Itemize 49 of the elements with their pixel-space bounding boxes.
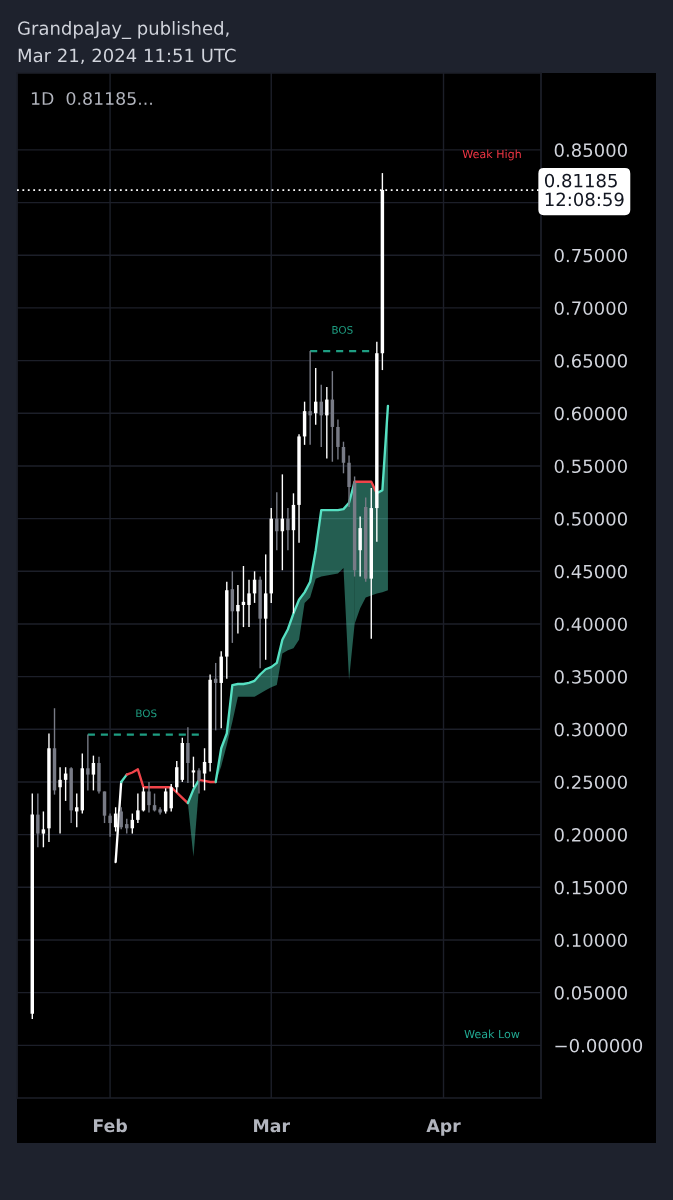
candlestick [336,418,340,461]
candlestick [325,386,329,460]
y-tick-label: 0.55000 [554,459,627,474]
candlestick [91,754,96,792]
annotation: Weak High [462,149,521,161]
candlestick [186,726,190,784]
chart-subtitle: Mar 21, 2024 11:51 UTC [18,48,236,65]
candlestick [202,747,207,792]
candlestick [308,350,312,446]
series-label: BOS [332,325,353,334]
candlestick [358,515,362,578]
candlestick [275,491,279,551]
chart-title: GrandpaJay_ published, [18,21,229,39]
candlestick [147,781,151,814]
y-tick-label: 0.60000 [554,406,627,421]
y-tick-label: 0.15000 [554,880,627,895]
annotation: Weak Low [464,1029,520,1039]
annotation: 1D 0.81185... [31,91,152,106]
y-tick-label: 0.40000 [554,617,627,632]
candlestick [169,783,173,813]
y-tick-label: 0.75000 [554,248,627,263]
x-tick-label: Mar [254,1119,290,1133]
candlestick [36,792,40,848]
y-tick-label: 0.65000 [554,354,627,368]
y-tick-label: 0.25000 [554,775,627,790]
candlestick [119,806,123,831]
x-tick-label: Apr [426,1119,461,1136]
candlestick [41,810,46,848]
candlestick [247,579,251,628]
y-tick-label: 0.30000 [554,722,627,737]
y-tick-label: 0.45000 [554,564,627,579]
candlestick [108,812,112,838]
y-tick-label: 0.70000 [554,301,627,316]
candlestick [197,767,201,795]
y-tick-label: 0.35000 [554,670,627,684]
candlestick [136,792,140,824]
y-tick-label: −0.00000 [555,1038,643,1053]
y-tick-label: 0.20000 [554,828,627,842]
candlestick [236,584,240,635]
x-tick-label: Feb [93,1118,127,1133]
ref-line-label: 0.81185 12:08:59 [544,173,624,207]
y-tick-label: 0.10000 [554,933,627,948]
candlestick [86,733,90,792]
y-tick-label: 0.50000 [554,512,627,526]
y-tick-label: 0.85000 [554,143,627,158]
candlestick [58,766,62,835]
candlestick [286,507,290,551]
series-label: BOS [136,709,157,718]
y-tick-label: 0.05000 [554,986,627,1000]
